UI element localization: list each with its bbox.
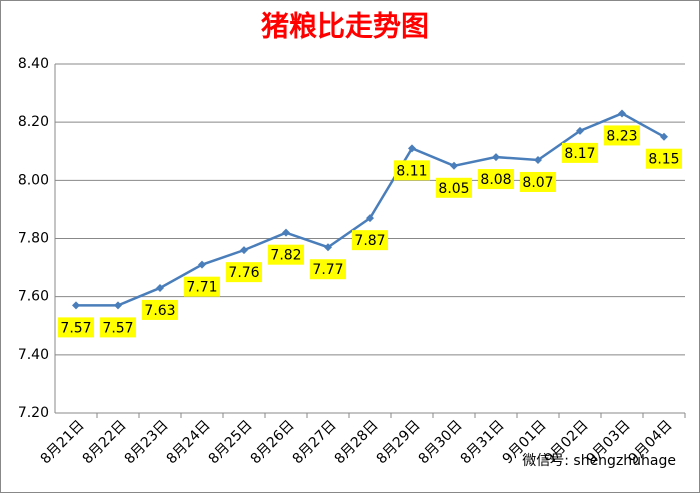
label-box [478, 169, 514, 190]
marker [660, 132, 668, 141]
label-box [352, 230, 388, 251]
marker [240, 246, 248, 255]
marker [282, 228, 290, 237]
y-tick-label: 8.00 [18, 172, 49, 188]
data-label: 7.57 [102, 320, 133, 336]
marker [534, 155, 542, 164]
marker [156, 283, 164, 292]
data-label: 7.82 [270, 248, 301, 264]
y-tick-label: 7.40 [18, 347, 49, 363]
chart-title: 猪粮比走势图 [261, 10, 429, 43]
y-tick-label: 8.40 [18, 56, 49, 72]
marker [450, 161, 458, 170]
data-label: 7.57 [60, 320, 91, 336]
data-label: 7.87 [354, 233, 385, 249]
y-tick-label: 7.20 [18, 405, 49, 421]
label-box [562, 142, 598, 163]
data-label: 8.07 [522, 175, 553, 191]
label-box [520, 171, 556, 192]
data-label: 7.76 [228, 265, 259, 281]
label-box [310, 259, 346, 280]
marker [72, 301, 80, 310]
data-label: 8.15 [648, 152, 679, 168]
label-box [100, 317, 136, 338]
label-box [226, 262, 262, 283]
label-box [604, 125, 640, 146]
marker [366, 214, 374, 223]
label-box [394, 160, 430, 181]
marker [576, 126, 584, 135]
data-label: 8.11 [396, 163, 427, 179]
y-tick-label: 7.60 [18, 289, 49, 305]
label-box [436, 177, 472, 198]
y-tick-label: 7.80 [18, 231, 49, 247]
marker [324, 243, 332, 252]
label-box [58, 317, 94, 338]
marker [492, 153, 500, 162]
label-box [268, 244, 304, 265]
data-label: 7.71 [186, 280, 217, 296]
marker [114, 301, 122, 310]
data-label: 7.63 [144, 303, 175, 319]
marker [198, 260, 206, 269]
watermark: 微信号: shengzhuhage [522, 453, 676, 469]
label-box [142, 299, 178, 320]
data-label: 8.23 [606, 128, 637, 144]
data-label: 8.17 [564, 146, 595, 162]
label-box [646, 148, 682, 169]
label-box [184, 276, 220, 297]
y-tick-label: 8.20 [18, 114, 49, 130]
data-label: 7.77 [312, 262, 343, 278]
data-label: 8.08 [480, 172, 511, 188]
marker [408, 144, 416, 153]
data-label: 8.05 [438, 181, 469, 197]
marker [618, 109, 626, 118]
